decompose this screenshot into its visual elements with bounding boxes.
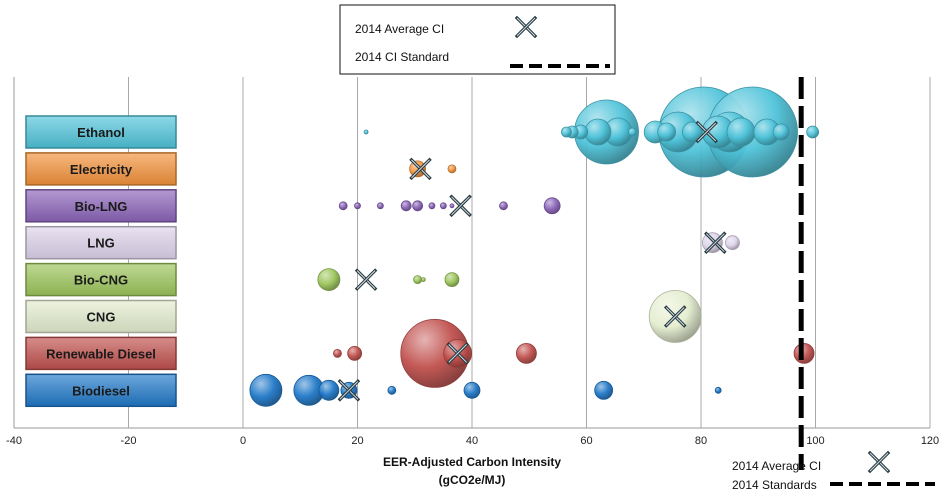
bubble — [584, 118, 612, 146]
category-label: CNG — [87, 310, 116, 325]
bubble — [772, 123, 790, 141]
category-label: LNG — [87, 236, 114, 251]
average-ci-marker — [704, 231, 727, 254]
x-tick-label: 20 — [351, 435, 363, 447]
bubble — [561, 126, 572, 138]
average-ci-marker — [867, 450, 891, 474]
bubble — [447, 164, 457, 174]
average-ci-marker — [354, 268, 378, 291]
bubble — [347, 345, 363, 361]
legend-top-standard-label: 2014 CI Standard — [355, 50, 449, 64]
category-label-box: Ethanol — [25, 115, 177, 149]
x-tick-label: 100 — [806, 435, 824, 447]
bubble — [420, 277, 426, 283]
average-ci-marker — [663, 305, 687, 328]
bubble — [333, 348, 342, 358]
category-label-box: Renewable Diesel — [25, 336, 177, 371]
x-tick-label: 120 — [921, 435, 939, 447]
x-axis-title-line2: (gCO2e/MJ) — [439, 473, 506, 487]
x-tick-label: 60 — [580, 435, 592, 447]
category-box — [25, 115, 177, 149]
bubble — [338, 201, 348, 211]
category-box — [25, 225, 177, 260]
x-tick-label: -40 — [6, 435, 22, 447]
category-box — [25, 262, 177, 297]
category-label: Biodiesel — [72, 383, 130, 398]
bubble — [376, 202, 384, 210]
average-ci-marker — [446, 342, 469, 365]
legend-bottom: 2014 Average CI 2014 Standards — [732, 450, 935, 492]
bubble — [413, 275, 423, 285]
category-box — [25, 336, 177, 371]
average-ci-marker — [514, 15, 538, 39]
category-label-box: Bio-LNG — [25, 189, 177, 223]
bubble — [409, 160, 427, 178]
x-tick-label: 80 — [695, 435, 707, 447]
legend-top-average-marker — [514, 15, 538, 39]
bubble — [726, 117, 756, 147]
legend-top: 2014 Average CI 2014 CI Standard — [339, 4, 616, 75]
average-markers — [337, 120, 727, 402]
average-ci-marker — [337, 379, 361, 402]
bubble — [412, 200, 424, 212]
category-label-box: Biodiesel — [25, 373, 177, 408]
average-ci-marker — [409, 157, 432, 181]
x-axis-title-line1: EER-Adjusted Carbon Intensity — [383, 455, 561, 469]
bubble — [400, 200, 412, 212]
category-label: Bio-CNG — [74, 273, 128, 288]
category-box — [25, 299, 177, 334]
category-label-box: CNG — [25, 299, 177, 334]
x-tick-label: 40 — [466, 435, 478, 447]
bubble — [806, 125, 820, 139]
bubble — [463, 381, 481, 399]
bubble — [318, 379, 340, 401]
bubble — [714, 386, 722, 394]
x-tick-label: 0 — [240, 435, 246, 447]
category-label-box: Electricity — [25, 152, 177, 186]
bubble — [499, 201, 508, 211]
bubble — [363, 129, 369, 135]
bubble — [449, 203, 455, 209]
bubble — [702, 232, 723, 254]
bubble — [725, 235, 740, 251]
bubble — [793, 342, 815, 364]
category-box — [25, 152, 177, 186]
bubbles — [249, 86, 820, 407]
legend-bottom-standard-label: 2014 Standards — [732, 478, 817, 492]
bubble — [428, 202, 436, 210]
bubble — [594, 380, 614, 400]
bubble — [317, 268, 341, 292]
bubble — [444, 272, 460, 288]
category-box — [25, 189, 177, 223]
bubble — [543, 197, 561, 215]
average-ci-marker — [695, 120, 718, 144]
bubble — [387, 385, 397, 395]
bubble — [657, 122, 677, 142]
bubble — [515, 342, 537, 364]
category-labels: Ethanol Electricity Bio-LNG LNG Bio-CNG CNG Re… — [25, 115, 177, 408]
x-axis-ticks: -40 -20 0 20 40 60 80 100 120 — [6, 435, 939, 447]
legend-bottom-average-marker — [867, 450, 891, 474]
bubble — [627, 127, 637, 137]
category-label: Electricity — [70, 162, 133, 177]
average-ci-marker — [449, 194, 472, 218]
category-label-box: LNG — [25, 225, 177, 260]
bubble — [249, 373, 283, 407]
category-label: Ethanol — [77, 125, 125, 140]
bubble — [439, 202, 447, 210]
category-label: Renewable Diesel — [46, 346, 156, 361]
x-tick-label: -20 — [121, 435, 137, 447]
category-label: Bio-LNG — [75, 199, 128, 214]
bubble — [354, 202, 361, 210]
category-box — [25, 373, 177, 408]
legend-bottom-average-label: 2014 Average CI — [732, 459, 821, 473]
category-label-box: Bio-CNG — [25, 262, 177, 297]
legend-top-average-label: 2014 Average CI — [355, 22, 444, 36]
bubble — [682, 121, 703, 143]
